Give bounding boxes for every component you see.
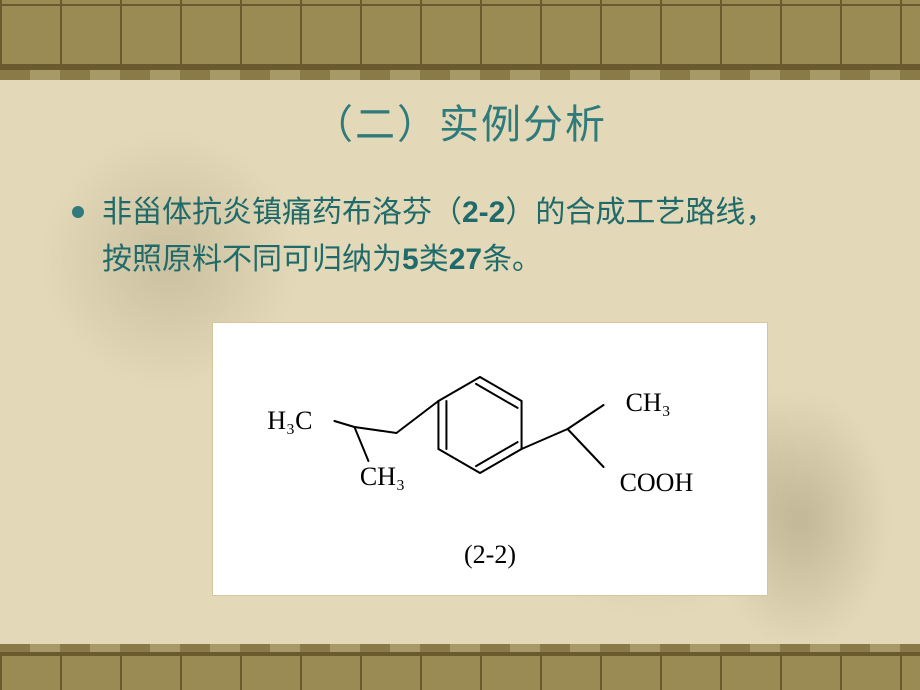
svg-text:CH₃: CH₃: [626, 388, 671, 417]
svg-text:H₃C: H₃C: [267, 406, 312, 435]
bullet-item: 非甾体抗炎镇痛药布洛芬（2-2）的合成工艺路线， 按照原料不同可归纳为5类27条…: [72, 190, 870, 283]
text-fragment: 类: [419, 243, 449, 276]
svg-text:(2-2): (2-2): [464, 540, 516, 569]
text-fragment: ）的合成工艺路线，: [505, 196, 775, 229]
ornamental-top-band: [0, 0, 920, 70]
emph-number: 27: [449, 243, 482, 276]
svg-text:COOH: COOH: [620, 468, 694, 497]
ornamental-bottom-band: [0, 652, 920, 690]
emph-number: 5: [402, 243, 419, 276]
bullet-content: 非甾体抗炎镇痛药布洛芬（2-2）的合成工艺路线， 按照原料不同可归纳为5类27条…: [102, 190, 775, 283]
chemical-structure-panel: H₃C CH₃ CH₃ COOH (2-2): [212, 322, 768, 596]
compound-code: 2-2: [462, 196, 505, 229]
body-text: 非甾体抗炎镇痛药布洛芬（2-2）的合成工艺路线， 按照原料不同可归纳为5类27条…: [72, 190, 870, 283]
slide: （二）实例分析 非甾体抗炎镇痛药布洛芬（2-2）的合成工艺路线， 按照原料不同可…: [0, 0, 920, 690]
svg-text:CH₃: CH₃: [360, 462, 405, 491]
section-title: （二）实例分析: [0, 92, 920, 150]
text-fragment: 非甾体抗炎镇痛药布洛芬（: [102, 196, 462, 229]
text-fragment: 条。: [482, 243, 542, 276]
ibuprofen-structure-diagram: H₃C CH₃ CH₃ COOH (2-2): [230, 345, 750, 585]
text-fragment: 按照原料不同可归纳为: [102, 243, 402, 276]
bullet-dot-icon: [72, 206, 84, 218]
